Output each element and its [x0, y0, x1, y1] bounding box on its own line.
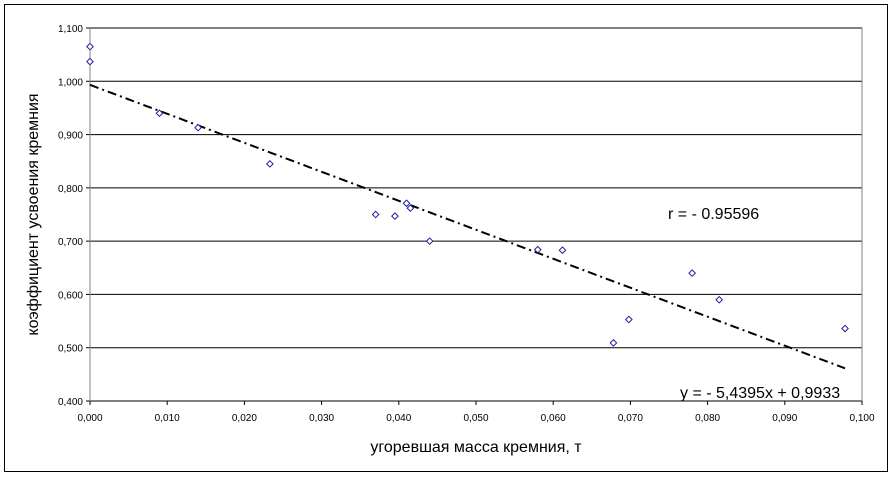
y-tick-label: 0,500 — [58, 344, 83, 355]
data-point — [391, 212, 399, 221]
x-tick-label: 0,060 — [541, 413, 566, 424]
data-point — [371, 210, 380, 219]
data-point — [841, 324, 849, 333]
data-point — [155, 109, 164, 118]
x-tick-label: 0,010 — [155, 413, 180, 424]
y-tick-label: 0,900 — [58, 131, 83, 142]
y-tick-label: 1,000 — [58, 77, 83, 88]
x-tick-label: 0,100 — [849, 413, 874, 424]
y-tick-labels: 0,400 0,500 0,600 0,700 0,800 0,900 1,000 1,100 — [58, 24, 83, 408]
data-point — [624, 315, 633, 324]
data-point — [609, 339, 618, 347]
y-tick-label: 0,400 — [58, 397, 83, 408]
y-tick-label: 1,100 — [58, 24, 83, 35]
data-point — [265, 159, 274, 168]
data-point — [86, 42, 94, 51]
y-tick-label: 0,700 — [58, 237, 83, 248]
data-point — [425, 237, 434, 246]
equation-annotation: y = - 5,4395x + 0,9933 — [680, 385, 840, 402]
data-point — [688, 269, 697, 278]
data-point — [402, 199, 411, 208]
y-tick-label: 0,600 — [58, 290, 83, 301]
x-tick-label: 0,080 — [695, 413, 720, 424]
trendline-group — [89, 83, 846, 370]
data-point — [533, 245, 542, 254]
x-tick-label: 0,020 — [232, 413, 257, 424]
y-axis-title: коэффициент усвоения кремния — [25, 93, 42, 335]
x-tick-labels: 0,000 0,010 0,020 0,030 0,040 0,050 0,060 0,070… — [77, 413, 874, 424]
data-point — [86, 57, 94, 66]
chart-frame — [4, 4, 888, 472]
data-point — [406, 204, 415, 213]
x-tick-label: 0,030 — [309, 413, 334, 424]
y-tick-label: 0,800 — [58, 184, 83, 195]
x-tick-label: 0,050 — [463, 413, 488, 424]
data-point — [194, 123, 202, 132]
x-axis-title: угоревшая масса кремния, т — [370, 439, 582, 456]
trendline — [89, 83, 846, 370]
x-tick-label: 0,040 — [386, 413, 411, 424]
x-tick-label: 0,000 — [77, 413, 102, 424]
data-point — [715, 295, 724, 304]
data-points — [86, 42, 849, 347]
x-tick-label: 0,090 — [772, 413, 797, 424]
correlation-annotation: r = - 0.95596 — [668, 206, 759, 223]
gridlines — [86, 27, 863, 405]
x-tick-label: 0,070 — [618, 413, 643, 424]
data-point — [558, 246, 567, 255]
